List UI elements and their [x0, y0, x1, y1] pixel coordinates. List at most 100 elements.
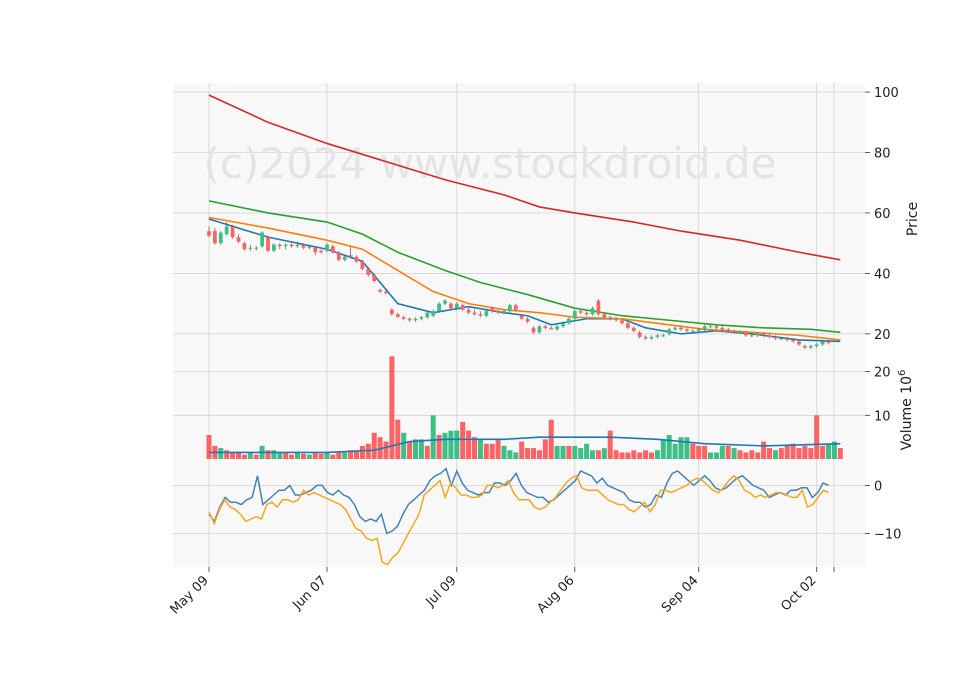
candle-body [277, 244, 282, 247]
volume-bar [519, 441, 525, 459]
volume-tick-label: 10 [874, 409, 891, 424]
volume-bar [625, 452, 631, 459]
volume-bar [530, 448, 537, 459]
candle-body [561, 323, 565, 327]
volume-bar [265, 450, 271, 459]
volume-bar [312, 452, 318, 459]
indicator-panel-background [173, 459, 865, 567]
x-tick-label: Aug 06 [534, 573, 577, 616]
candle-body [502, 311, 506, 313]
candle-body [254, 247, 259, 249]
volume-bar [631, 450, 637, 459]
volume-bar [713, 452, 719, 459]
candle-body [631, 327, 636, 331]
volume-tick-label: 20 [874, 366, 891, 381]
candle-body [224, 226, 229, 235]
volume-bar [471, 437, 478, 459]
candle-body [401, 317, 406, 319]
volume-bar [407, 441, 413, 459]
volume-bar [542, 439, 548, 459]
candle-body [744, 332, 748, 336]
volume-bar [619, 452, 625, 459]
volume-bar [678, 437, 684, 459]
volume-axis-label-exponent: 6 [897, 370, 908, 376]
candle-body [443, 300, 447, 304]
volume-bar [206, 434, 212, 459]
candle-body [531, 327, 536, 333]
volume-bar [790, 443, 796, 459]
candle-body [826, 341, 831, 343]
volume-bar [289, 454, 295, 459]
volume-bar [772, 450, 778, 459]
volume-bar [643, 450, 649, 459]
indicator-line [208, 474, 829, 566]
volume-bar [412, 439, 419, 459]
candle-body [549, 327, 554, 330]
candle-body [478, 314, 483, 316]
candle-body [266, 237, 270, 251]
indicator-tick-label: −10 [874, 527, 901, 542]
candle-body [667, 329, 672, 334]
candle-body [236, 237, 241, 242]
moving-average-line [208, 200, 841, 334]
volume-bar [365, 443, 371, 459]
volume-bar [702, 445, 708, 459]
volume-bar [330, 454, 336, 459]
candle-body [490, 308, 495, 312]
candle-body [325, 244, 329, 251]
price-tick-label: 20 [874, 328, 891, 343]
candle-body [366, 268, 371, 275]
candle-body [767, 335, 772, 337]
candle-body [637, 332, 642, 337]
volume-bar [578, 448, 584, 459]
candle-body [207, 231, 211, 236]
candle-body [472, 312, 477, 315]
volume-bar [796, 448, 802, 459]
volume-bar [690, 443, 696, 459]
volume-bar [607, 430, 613, 459]
candle-body [242, 243, 247, 250]
candle-body [578, 311, 583, 313]
candle-body [372, 274, 377, 281]
candle-body [661, 335, 666, 337]
candle-body [260, 232, 264, 247]
candle-body [602, 314, 607, 318]
volume-bar [560, 445, 566, 459]
candle-body [348, 255, 353, 257]
volume-bar [737, 450, 743, 459]
volume-bar [283, 452, 289, 459]
volume-bar [525, 448, 531, 459]
volume-bar [831, 441, 837, 459]
candle-body [360, 261, 365, 269]
x-tick-label: Oct 02 [778, 573, 819, 614]
candle-body [614, 318, 618, 321]
volume-bar [654, 450, 660, 459]
volume-bar [749, 450, 755, 459]
candle-body [307, 246, 312, 248]
candle-body [749, 335, 754, 337]
candle-body [466, 309, 471, 313]
candle-body [336, 252, 341, 260]
candle-body [726, 329, 731, 331]
candle-body [620, 320, 624, 324]
volume-bars [206, 356, 843, 459]
candle-body [283, 244, 288, 247]
volume-bar [731, 448, 737, 459]
volume-bar [684, 437, 690, 459]
candle-body [295, 244, 300, 247]
volume-bar [235, 452, 242, 459]
volume-bar [271, 450, 277, 459]
volume-bar [507, 450, 513, 459]
candle-body [779, 338, 784, 340]
volume-bar [820, 445, 826, 459]
candle-body [378, 290, 382, 292]
candle-body [384, 291, 388, 294]
volume-bar [802, 445, 808, 459]
candle-body [814, 344, 819, 346]
volume-bar [501, 445, 507, 459]
candle-body [248, 247, 253, 249]
volume-bar [837, 448, 843, 459]
candle-body [230, 226, 235, 238]
